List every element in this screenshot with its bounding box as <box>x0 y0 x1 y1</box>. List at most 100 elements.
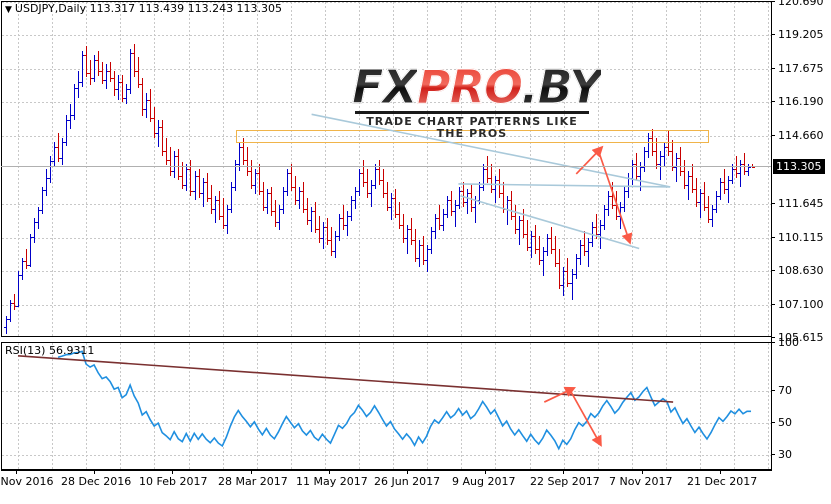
ohlc-open-tick <box>293 187 295 188</box>
ohlc-bar <box>608 191 609 216</box>
ohlc-bar <box>154 107 155 138</box>
ohlc-bar <box>399 202 400 229</box>
price-axis-label: 114.660 <box>778 129 824 142</box>
ohlc-open-tick <box>273 211 275 212</box>
ohlc-bar <box>6 316 7 334</box>
ohlc-open-tick <box>24 261 26 262</box>
ohlc-open-tick <box>277 222 279 223</box>
ohlc-bar <box>94 55 95 82</box>
ohlc-bar <box>178 149 179 180</box>
ohlc-bar <box>668 131 669 156</box>
date-axis-label: 22 Sep 2017 <box>530 475 600 488</box>
ohlc-bar <box>50 156 51 183</box>
ohlc-bar <box>203 178 204 207</box>
ohlc-open-tick <box>257 173 259 174</box>
ohlc-bar <box>303 182 304 213</box>
ohlc-bar <box>580 240 581 265</box>
ohlc-open-tick <box>60 158 62 159</box>
ohlc-bar <box>612 182 613 209</box>
ohlc-open-tick <box>421 245 423 246</box>
gridline-vertical <box>530 2 531 336</box>
ohlc-open-tick <box>108 71 110 72</box>
ohlc-open-tick <box>96 60 98 61</box>
gridline-horizontal <box>2 455 771 456</box>
ohlc-bar <box>511 191 512 220</box>
forecast-down-arrow <box>598 152 633 245</box>
rsi-plot-area[interactable] <box>2 343 771 469</box>
price-axis-label: 111.645 <box>778 197 824 210</box>
ohlc-bar <box>54 142 55 167</box>
ohlc-open-tick <box>557 263 559 264</box>
ohlc-bar <box>223 198 224 229</box>
ohlc-open-tick <box>594 227 596 228</box>
ohlc-bar <box>632 160 633 185</box>
ohlc-bar <box>259 164 260 195</box>
gridline-vertical <box>666 2 667 336</box>
rsi-header: RSI(13) 56.9311 <box>5 344 95 357</box>
ohlc-open-tick <box>237 164 239 165</box>
ohlc-open-tick <box>313 211 315 212</box>
gridline-vertical <box>530 343 531 469</box>
ohlc-bar <box>543 247 544 276</box>
ohlc-bar <box>503 182 504 213</box>
ohlc-open-tick <box>449 200 451 201</box>
ohlc-open-tick <box>301 191 303 192</box>
ohlc-open-tick <box>473 207 475 208</box>
ohlc-open-tick <box>249 171 251 172</box>
price-plot-area[interactable] <box>2 2 771 336</box>
ohlc-bar <box>523 209 524 238</box>
ohlc-bar <box>291 164 292 191</box>
ohlc-bar <box>30 234 31 267</box>
ohlc-open-tick <box>578 258 580 259</box>
date-axis-label: 10 Feb 2017 <box>139 475 208 488</box>
ohlc-open-tick <box>217 200 219 201</box>
ohlc-bar <box>491 164 492 193</box>
ohlc-open-tick <box>353 200 355 201</box>
gridline-vertical <box>734 343 735 469</box>
ohlc-bar <box>628 173 629 198</box>
ohlc-bar <box>134 44 135 77</box>
ohlc-open-tick <box>650 138 652 139</box>
rsi-chart-panel[interactable] <box>1 342 771 470</box>
gridline-vertical <box>325 343 326 469</box>
ohlc-bar <box>684 160 685 189</box>
ohlc-open-tick <box>658 164 660 165</box>
symbol-header-text: USDJPY,Daily 113.317 113.439 113.243 113… <box>14 2 283 15</box>
gridline-vertical <box>120 343 121 469</box>
ohlc-open-tick <box>529 247 531 248</box>
ohlc-bar <box>98 51 99 76</box>
ohlc-bar <box>110 62 111 82</box>
ohlc-open-tick <box>56 147 58 148</box>
ohlc-bar <box>78 71 79 98</box>
ohlc-bar <box>720 178 721 200</box>
symbol-header[interactable]: ▼ USDJPY,Daily 113.317 113.439 113.243 11… <box>5 3 282 16</box>
ohlc-open-tick <box>369 193 371 194</box>
gridline-vertical <box>427 2 428 336</box>
ohlc-open-tick <box>497 180 499 181</box>
ohlc-open-tick <box>718 196 720 197</box>
ohlc-open-tick <box>120 82 122 83</box>
price-axis-tick <box>771 68 775 69</box>
ohlc-open-tick <box>160 127 162 128</box>
ohlc-bar <box>106 64 107 89</box>
ohlc-open-tick <box>409 229 411 230</box>
ohlc-bar <box>311 207 312 232</box>
ohlc-bar <box>114 71 115 96</box>
rsi-axis-label: 100 <box>778 336 799 349</box>
ohlc-open-tick <box>397 214 399 215</box>
ohlc-open-tick <box>136 71 138 72</box>
ohlc-bar <box>479 182 480 204</box>
rsi-axis-tick <box>771 342 775 343</box>
gridline-vertical <box>461 343 462 469</box>
ohlc-open-tick <box>485 169 487 170</box>
ohlc-bar <box>584 231 585 256</box>
ohlc-open-tick <box>52 161 54 162</box>
price-axis-label: 105.615 <box>778 331 824 344</box>
ohlc-open-tick <box>722 182 724 183</box>
ohlc-bar <box>451 191 452 216</box>
ohlc-open-tick <box>36 222 38 223</box>
ohlc-open-tick <box>561 285 563 286</box>
ohlc-bar <box>572 269 573 300</box>
price-chart-panel[interactable] <box>1 1 771 337</box>
triangle-down-icon[interactable]: ▼ <box>5 5 12 15</box>
